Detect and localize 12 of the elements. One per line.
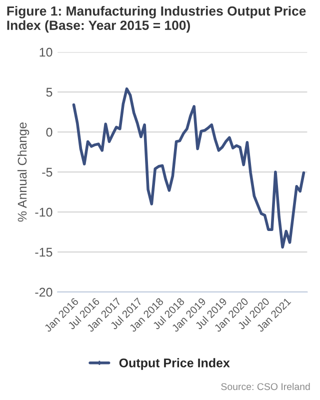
y-axis-title: % Annual Change (17, 122, 30, 222)
y-tick-label: 5 (46, 88, 52, 97)
line-series (72, 87, 306, 249)
y-tick-label: -15 (35, 248, 52, 257)
y-tick-label: 0 (46, 128, 52, 137)
y-tick-label: -10 (35, 208, 52, 217)
y-tick-label: 10 (40, 48, 52, 57)
source-note: Source: CSO Ireland (221, 382, 310, 390)
y-tick-label: -5 (42, 168, 52, 177)
chart-title: Figure 1: Manufacturing Industries Output Price Index (Base: Year 2015 = 100) (7, 6, 306, 33)
legend-label: Output Price Index (119, 358, 230, 370)
y-tick-label: -20 (35, 288, 52, 297)
